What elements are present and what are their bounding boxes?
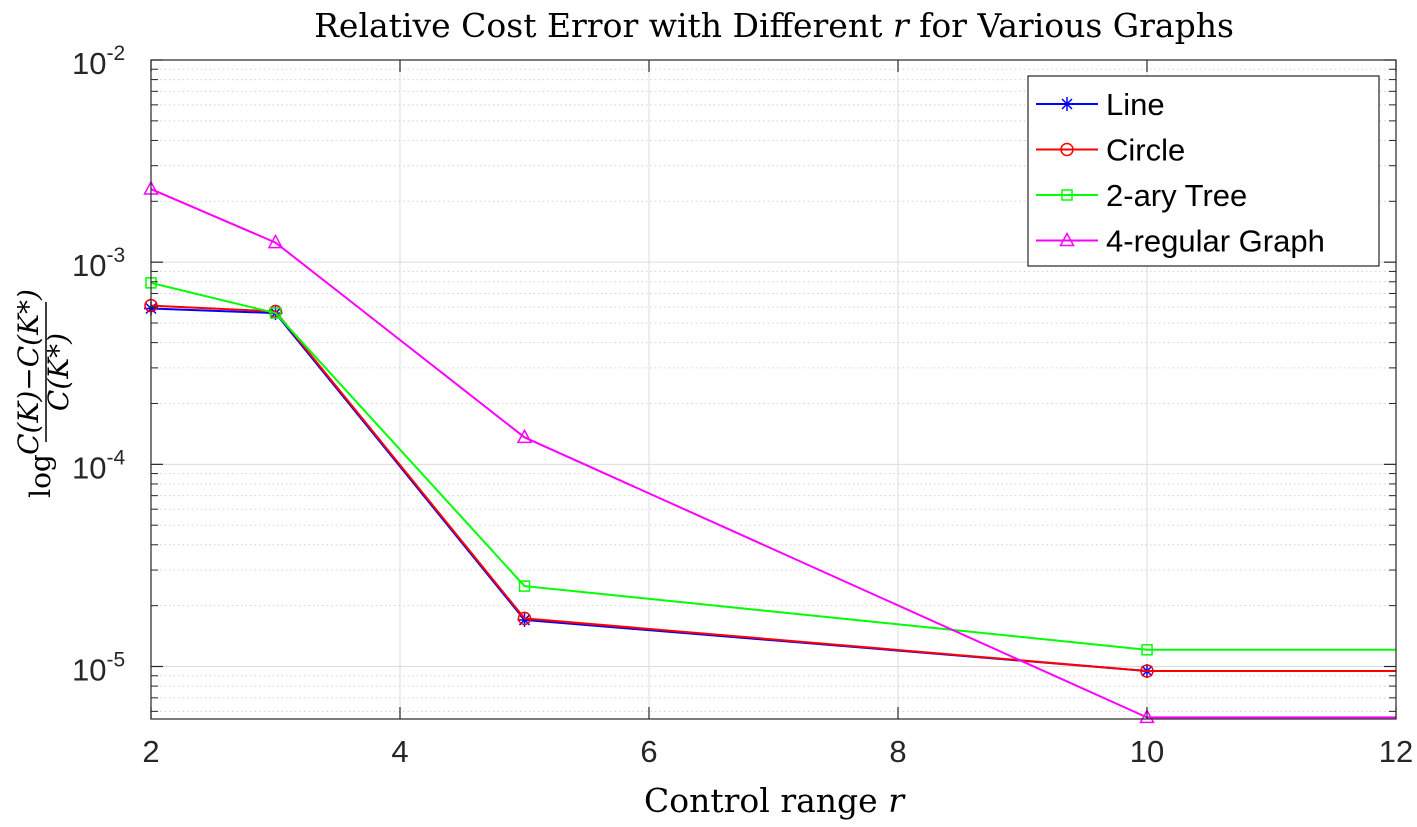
- x-tick-label: 8: [889, 734, 906, 769]
- data-point-4-regular-graph: [1139, 708, 1155, 724]
- data-point-4-regular-graph: [516, 428, 533, 444]
- y-tick-label: 10-2: [72, 42, 125, 81]
- legend-marker-line: [1060, 97, 1074, 111]
- legend-marker-4-regular-graph: [1059, 231, 1075, 247]
- legend: Line Circle 2-ary Tree 4-regular Graph: [1027, 75, 1380, 267]
- legend-label-4-regular-graph: 4-regular Graph: [1106, 224, 1325, 259]
- y-axis-label-numerator: C(K)−C(K*): [12, 289, 45, 455]
- data-point-2-ary-tree: [1141, 644, 1153, 656]
- x-tick-label: 10: [1130, 734, 1164, 769]
- legend-marker-2-ary-tree: [1061, 189, 1073, 201]
- data-point-circle: [517, 611, 532, 626]
- legend-label-2-ary-tree: 2-ary Tree: [1106, 178, 1247, 213]
- grid-layer: [150, 59, 1397, 719]
- y-axis-label-log: log: [24, 454, 57, 498]
- x-tick-label: 4: [391, 734, 408, 769]
- y-tick-label: 10-5: [72, 649, 125, 688]
- legend-entry-4-regular-graph: 4-regular Graph: [1036, 224, 1325, 259]
- series-line-2-ary-tree: [150, 281, 1396, 651]
- legend-entry-2-ary-tree: 2-ary Tree: [1036, 178, 1247, 213]
- data-point-circle: [1140, 664, 1154, 678]
- data-point-2-ary-tree: [518, 580, 531, 592]
- marker-stroke: [1061, 98, 1073, 110]
- x-tick-label: 12: [1379, 734, 1413, 769]
- series-line-4-regular-graph: [150, 188, 1396, 719]
- x-tick-label: 2: [142, 734, 159, 769]
- legend-label-circle: Circle: [1106, 133, 1185, 168]
- legend-marker-circle: [1060, 142, 1074, 157]
- chart-title: Relative Cost Error with Different r for…: [314, 6, 1234, 45]
- tick-layer: 2 4 6 8 10 12 10-5 10-4 10-3 10-2: [72, 42, 1413, 769]
- series-line-circle: [150, 304, 1396, 673]
- legend-box: [1027, 75, 1380, 267]
- y-axis-label-denominator: C(K*): [42, 333, 75, 411]
- series-layer: [143, 180, 1396, 724]
- y-tick-label: 10-3: [72, 244, 125, 283]
- y-axis-label: log C(K)−C(K*) C(K*): [12, 289, 75, 498]
- legend-entry-line: Line: [1036, 87, 1165, 122]
- legend-label-line: Line: [1106, 87, 1165, 122]
- legend-entry-circle: Circle: [1036, 133, 1185, 168]
- data-point-2-ary-tree: [269, 307, 282, 319]
- x-axis-label: Control range r: [644, 781, 906, 820]
- data-point-4-regular-graph: [267, 234, 284, 249]
- y-tick-label: 10-4: [72, 446, 125, 485]
- axes-box: [150, 59, 1397, 720]
- x-tick-label: 6: [640, 734, 657, 769]
